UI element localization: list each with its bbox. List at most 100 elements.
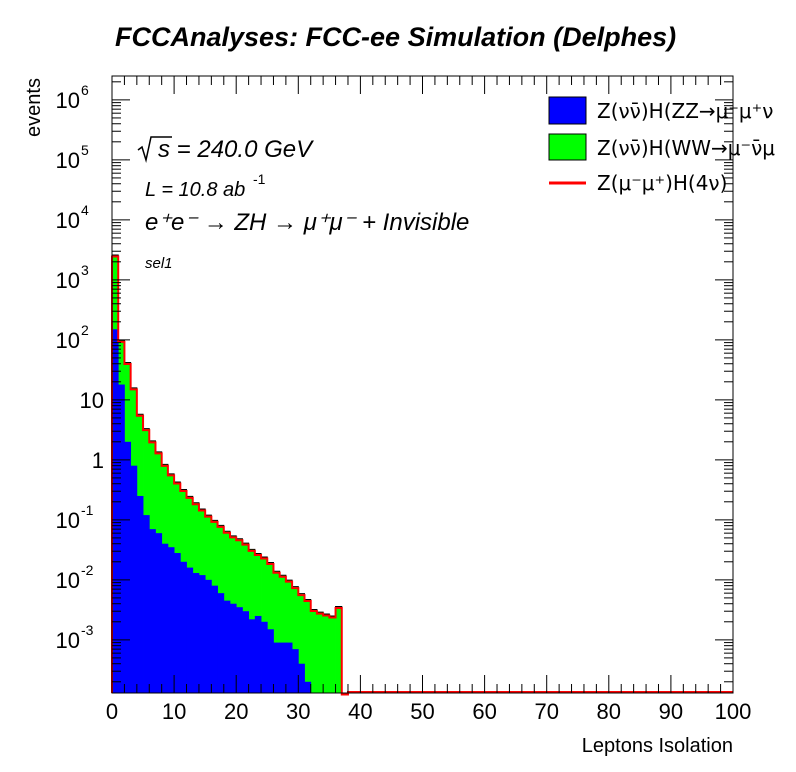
bar-zz-bin-16	[211, 585, 218, 693]
bar-zz-bin-20	[236, 607, 243, 693]
y-tick-label: 10 5	[56, 142, 89, 173]
bar-ww-bin-27	[279, 575, 287, 693]
bar-zz-bin-17	[217, 593, 225, 693]
bar-ww-bin-34	[323, 613, 330, 693]
bar-zz-bin-1	[118, 384, 125, 693]
bar-zz-bin-22	[248, 619, 256, 693]
y-tick-label: 1	[92, 448, 104, 473]
bar-zz-bin-11	[180, 561, 187, 693]
y-tick-label: 10 2	[56, 322, 89, 353]
y-tick-exponent: 2	[81, 322, 89, 338]
y-tick-label: 10	[80, 388, 104, 413]
bar-zz-bin-25	[267, 629, 274, 693]
y-tick-base: 10	[56, 628, 80, 653]
bar-zz-bin-3	[130, 465, 138, 693]
legend-swatch-ww	[548, 133, 587, 161]
lumi-text: L = 10.8 ab	[145, 179, 245, 201]
y-tick-label: 10 6	[56, 82, 89, 113]
bar-ww-bin-36	[335, 606, 343, 693]
bar-zz-bin-19	[229, 603, 237, 693]
x-tick-label: 40	[348, 699, 372, 724]
x-tick-label: 100	[715, 699, 752, 724]
y-tick-base: 10	[56, 88, 80, 113]
bar-zz-bin-10	[174, 553, 181, 693]
y-tick-base: 10	[56, 328, 80, 353]
x-tick-label: 0	[106, 699, 118, 724]
sqrt-s-annotation: s = 240.0 GeV	[137, 136, 314, 163]
legend-label-zz: Z(νν̄)H(ZZ→μ⁻μ⁺ν	[597, 99, 773, 123]
y-tick-label: 10 -3	[56, 622, 94, 653]
legend-label-ww: Z(νν̄)H(WW→μ⁻ν̄μ	[597, 136, 775, 160]
bar-ww-bin-28	[285, 580, 293, 693]
bar-zz-bin-4	[136, 495, 144, 693]
histogram-layers	[111, 254, 733, 696]
x-tick-label: 50	[410, 699, 434, 724]
y-tick-exponent: 6	[81, 82, 89, 98]
bar-zz-bin-30	[298, 663, 305, 693]
x-tick-label: 80	[597, 699, 621, 724]
bar-zz-bin-0	[112, 329, 119, 693]
bar-zz-bin-9	[167, 547, 175, 693]
selection-annotation: sel1	[145, 255, 173, 272]
y-tick-base: 10	[56, 508, 80, 533]
x-tick-labels: 0 10 20 30 40 50 60 70 80 90 100	[106, 699, 751, 724]
process-annotation: e⁺e⁻ → ZH → μ⁺μ⁻ + Invisible	[145, 209, 469, 236]
bar-ww-bin-33	[316, 612, 324, 693]
bar-zz-bin-12	[186, 567, 194, 693]
x-tick-label: 70	[534, 699, 558, 724]
bar-zz-bin-13	[192, 573, 200, 693]
y-tick-base: 10	[56, 268, 80, 293]
x-tick-label: 60	[472, 699, 496, 724]
lumi-annotation: L = 10.8 ab -1	[145, 171, 266, 201]
y-tick-exponent: 4	[81, 202, 89, 218]
bar-zz-bin-15	[205, 579, 212, 693]
bar-ww-bin-32	[310, 609, 318, 693]
bar-ww-bin-29	[292, 586, 299, 693]
chart-title: FCCAnalyses: FCC-ee Simulation (Delphes)	[115, 22, 676, 52]
bar-ww-bin-31	[304, 599, 312, 693]
y-tick-label: 10 3	[56, 262, 89, 293]
bar-ww-bin-26	[273, 571, 281, 693]
x-axis-label: Leptons Isolation	[582, 735, 733, 757]
y-tick-exponent: 5	[81, 142, 89, 158]
axis-ticks	[111, 76, 734, 693]
x-tick-label: 90	[659, 699, 683, 724]
lumi-exponent: -1	[253, 171, 266, 187]
y-tick-base: 10	[80, 388, 104, 413]
series-line-4nu	[111, 255, 733, 696]
y-tick-exponent: -3	[81, 622, 94, 638]
bar-ww-bin-35	[329, 615, 336, 693]
legend-swatch-zz	[548, 96, 587, 125]
bar-zz-bin-24	[261, 621, 268, 693]
x-tick-label: 30	[286, 699, 310, 724]
legend: Z(νν̄)H(ZZ→μ⁻μ⁺ν Z(νν̄)H(WW→μ⁻ν̄μ Z(μ⁻μ⁺…	[548, 96, 775, 195]
bar-zz-bin-5	[143, 515, 150, 693]
x-tick-label: 10	[162, 699, 186, 724]
y-tick-label: 10 -1	[56, 502, 94, 533]
bar-zz-bin-18	[223, 600, 231, 693]
bar-zz-bin-6	[149, 529, 156, 693]
y-tick-base: 10	[56, 568, 80, 593]
bar-zz-bin-2	[124, 441, 132, 693]
bar-zz-bin-21	[242, 611, 250, 693]
y-tick-exponent: 3	[81, 262, 89, 278]
y-tick-base: 10	[56, 148, 80, 173]
bar-zz-bin-14	[198, 575, 206, 693]
bar-zz-bin-26	[273, 642, 281, 693]
bar-zz-bin-29	[292, 649, 299, 693]
bar-zz-bin-8	[161, 543, 169, 693]
y-tick-base: 1	[92, 448, 104, 473]
y-tick-label: 10 -2	[56, 562, 94, 593]
y-tick-exponent: -1	[81, 502, 94, 518]
bar-zz-bin-28	[285, 642, 293, 693]
legend-label-4nu: Z(μ⁻μ⁺)H(4ν)	[597, 171, 727, 195]
y-tick-base: 10	[56, 208, 80, 233]
bar-zz-bin-27	[279, 642, 287, 693]
bar-zz-bin-7	[155, 533, 163, 693]
y-axis-label: events	[23, 78, 45, 137]
x-tick-label: 20	[224, 699, 248, 724]
y-tick-label: 10 4	[56, 202, 89, 233]
bar-ww-bin-30	[298, 593, 305, 693]
